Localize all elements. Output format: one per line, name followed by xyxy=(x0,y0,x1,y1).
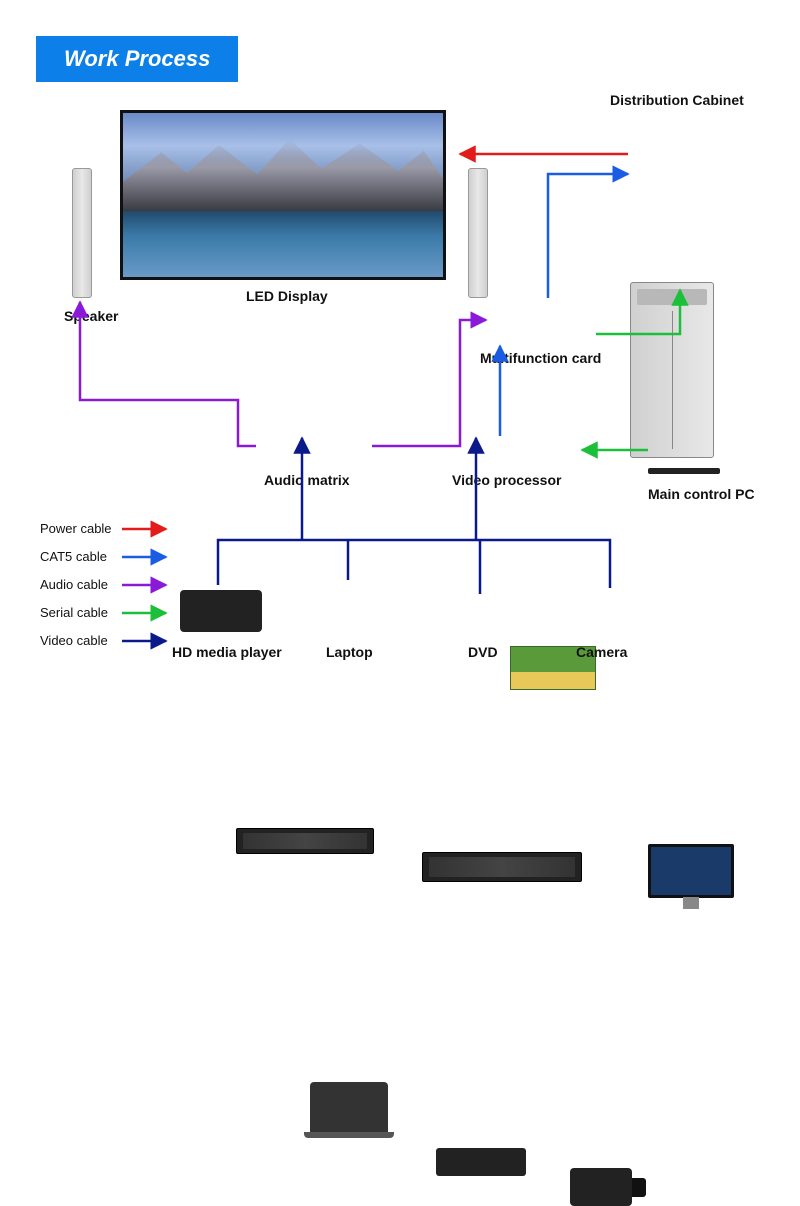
video-label: Video processor xyxy=(452,472,561,488)
audio-matrix xyxy=(236,828,374,854)
camera-label: Camera xyxy=(576,644,627,660)
legend-audio: Audio cable xyxy=(40,577,108,592)
led-label: LED Display xyxy=(246,288,328,304)
dvd-player xyxy=(436,1148,526,1176)
led-image-placeholder xyxy=(123,138,443,212)
led-display xyxy=(120,110,446,280)
legend-serial: Serial cable xyxy=(40,605,108,620)
laptop-label: Laptop xyxy=(326,644,373,660)
hd-media-player xyxy=(180,590,262,632)
title-banner: Work Process xyxy=(36,36,238,82)
speaker-right xyxy=(468,168,488,298)
legend-video: Video cable xyxy=(40,633,108,648)
pc-label: Main control PC xyxy=(648,486,755,502)
camera xyxy=(570,1168,632,1206)
diagram-canvas: Work Process LED Display Speaker Distrib… xyxy=(0,0,800,694)
laptop xyxy=(310,1082,388,1132)
speaker-left xyxy=(72,168,92,298)
wire-audio xyxy=(372,320,486,446)
video-processor xyxy=(422,852,582,882)
pc-keyboard xyxy=(648,468,720,474)
legend-power: Power cable xyxy=(40,521,112,536)
wire-cat5 xyxy=(548,174,628,298)
wire-video xyxy=(218,540,610,588)
speaker-label: Speaker xyxy=(64,308,118,324)
dvd-label: DVD xyxy=(468,644,498,660)
distribution-cabinet xyxy=(630,282,714,458)
media-label: HD media player xyxy=(172,644,282,660)
main-control-pc xyxy=(648,844,734,898)
audio-label: Audio matrix xyxy=(264,472,350,488)
legend-cat5: CAT5 cable xyxy=(40,549,107,564)
cabinet-label: Distribution Cabinet xyxy=(610,92,744,108)
card-label: Multifunction card xyxy=(480,350,601,366)
